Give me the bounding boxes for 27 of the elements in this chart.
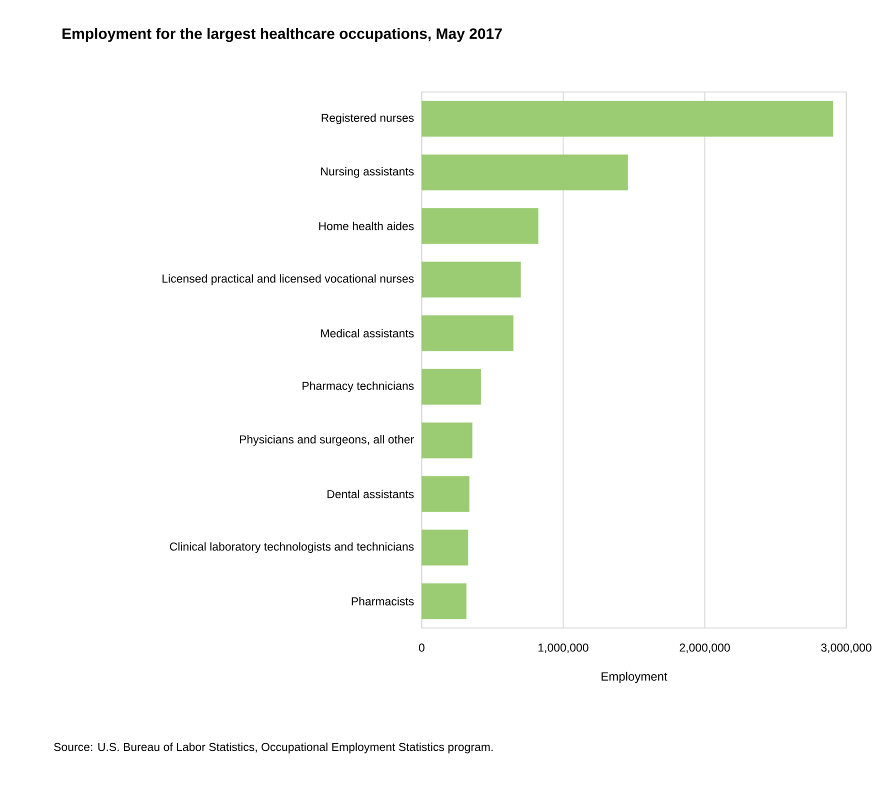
bar	[422, 315, 514, 352]
source-note: Source: U.S. Bureau of Labor Statistics, Occupational Employment Statistics program.	[54, 742, 493, 754]
y-tick-label: Home health aides	[319, 222, 414, 230]
bar	[422, 583, 466, 620]
y-tick-label: Registered nurses	[322, 113, 414, 124]
x-axis-title: Employment	[602, 672, 668, 684]
y-tick-label: Dental assistants	[328, 490, 414, 498]
y-tick-label: Physicians and surgeons, all other	[240, 435, 414, 446]
x-tick-label: 3,000,000	[821, 644, 872, 654]
y-tick-label: Nursing assistants	[321, 167, 414, 178]
bar	[422, 422, 472, 458]
y-tick-label: Clinical laboratory technologists and technicians	[170, 542, 414, 553]
bar	[422, 100, 834, 137]
x-tick-label: 1,000,000	[538, 644, 588, 654]
bar	[422, 262, 521, 298]
bar	[422, 476, 470, 512]
y-tick-label: Pharmacists	[352, 596, 414, 606]
y-tick-label: Licensed practical and licensed vocational nurses	[162, 274, 414, 285]
bar	[422, 368, 482, 405]
bar	[422, 208, 538, 244]
y-tick-label: Pharmacy technicians	[302, 381, 414, 392]
bar	[422, 530, 468, 566]
bar	[422, 154, 628, 190]
y-tick-label: Medical assistants	[321, 328, 414, 338]
text: Employment for the largest healthcare occupations, May 2017	[62, 28, 502, 42]
x-tick-label: 2,000,000	[680, 644, 730, 654]
x-tick-label: 0	[418, 644, 424, 652]
